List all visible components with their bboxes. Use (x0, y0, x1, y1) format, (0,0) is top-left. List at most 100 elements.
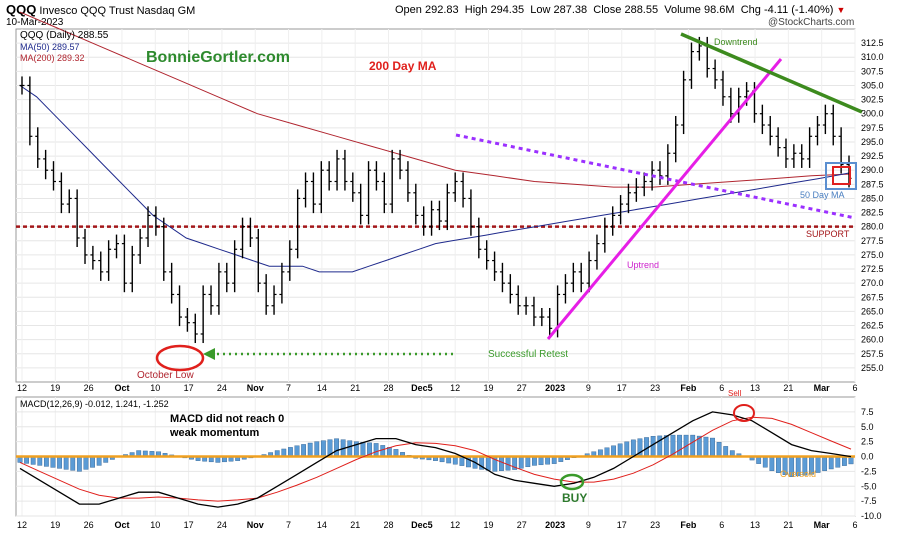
macd-histogram-bar (301, 444, 306, 457)
macd-histogram-bar (96, 456, 102, 466)
macd-x-tick-label: Dec5 (411, 520, 433, 530)
macd-histogram-bar (762, 456, 768, 468)
price-y-tick-label: 312.5 (861, 38, 884, 48)
macd-x-tick-label: 28 (384, 520, 394, 530)
macd-histogram-bar (63, 456, 69, 470)
macd-y-tick-label: 5.0 (861, 422, 874, 432)
chart-date: 10-Mar-2023 (6, 17, 64, 28)
macd-x-tick-label: 7 (286, 520, 291, 530)
ohlc-readout: Open 292.83 High 294.35 Low 287.38 Close… (395, 4, 845, 16)
buy-circle (559, 473, 585, 491)
macd-histogram-bar (314, 441, 320, 457)
change-label: Chg (740, 4, 761, 16)
price-x-tick-label: Nov (247, 383, 264, 393)
macd-x-tick-label: 21 (783, 520, 793, 530)
chart-header-title: QQQ Invesco QQQ Trust Nasdaq GM (6, 2, 195, 17)
price-y-tick-label: 282.5 (861, 208, 884, 218)
october-low-circle (155, 344, 205, 372)
ma200-line (19, 11, 852, 188)
macd-y-tick-label: 7.5 (861, 407, 874, 417)
macd-x-tick-label: 19 (50, 520, 60, 530)
macd-y-tick-label: 2.5 (861, 437, 874, 447)
price-x-tick-label: 6 (852, 383, 857, 393)
price-x-tick-label: Oct (114, 383, 129, 393)
price-y-tick-label: 300.0 (861, 109, 884, 119)
macd-histogram-bar (459, 456, 465, 466)
support-label: SUPPORT (806, 229, 850, 239)
macd-histogram-bar (386, 447, 392, 457)
price-y-tick-label: 277.5 (861, 236, 884, 246)
macd-histogram-bar (518, 456, 524, 469)
highlight-box-inner (832, 166, 851, 185)
macd-histogram-bar (307, 442, 313, 457)
price-y-tick-label: 272.5 (861, 264, 884, 274)
macd-histogram-bar (83, 456, 89, 470)
macd-histogram-bar (815, 456, 821, 473)
price-y-tick-label: 262.5 (861, 321, 884, 331)
macd-histogram-bar (360, 442, 366, 457)
buy-label: BUY (562, 491, 587, 505)
macd-histogram-bar (690, 434, 696, 457)
ma200-legend: MA(200) 289.32 (20, 53, 85, 63)
macd-x-tick-label: 24 (217, 520, 227, 530)
macd-histogram-bar (532, 456, 537, 466)
macd-histogram-bar (630, 439, 636, 457)
price-x-tick-label: 23 (650, 383, 660, 393)
macd-histogram-bar (373, 443, 379, 457)
axis-labels: 312.5 310.0 307.5 305.0 302.5 300.0 297.5 295.0… (17, 38, 884, 530)
price-x-tick-label: 6 (719, 383, 724, 393)
macd-x-tick-label: 2023 (545, 520, 565, 530)
price-x-tick-label: Feb (680, 383, 697, 393)
dotted-resistance-line (455, 133, 856, 220)
macd-legend: MACD(12,26,9) -0.012, 1.241, -1.252 (20, 399, 169, 409)
price-y-tick-label: 307.5 (861, 66, 884, 76)
macd-x-tick-label: Mar (814, 520, 831, 530)
macd-histogram-bar (716, 442, 722, 457)
low-label: Low (530, 4, 551, 16)
uptrend-line (546, 58, 783, 340)
ticker-name: Invesco QQQ Trust Nasdaq GM (39, 5, 196, 17)
price-x-tick-label: 21 (350, 383, 360, 393)
price-y-tick-label: 267.5 (861, 292, 884, 302)
down-triangle-icon: ▼ (836, 5, 846, 15)
macd-histogram-bar (70, 456, 76, 471)
macd-x-tick-label: 13 (750, 520, 760, 530)
site-label: BonnieGortler.com (146, 49, 290, 66)
low-value: 287.38 (553, 4, 588, 16)
price-y-tick-label: 275.0 (861, 250, 884, 260)
macd-x-tick-label: 17 (184, 520, 194, 530)
highlight-box-outer (825, 162, 857, 190)
sell-label: Sell (728, 389, 742, 398)
price-x-tick-label: 10 (150, 383, 160, 393)
price-x-tick-label: 7 (286, 383, 291, 393)
price-y-tick-label: 270.0 (861, 278, 884, 288)
price-grid (16, 29, 856, 382)
macd-histogram-bar (347, 440, 353, 457)
downtrend-line (680, 32, 863, 114)
retest-label: Successful Retest (488, 349, 568, 360)
price-y-tick-label: 302.5 (861, 95, 884, 105)
price-y-tick-label: 305.0 (861, 80, 884, 90)
macd-histogram-bar (76, 456, 82, 472)
macd-histogram-bar (842, 456, 847, 466)
price-x-tick-label: 12 (450, 383, 460, 393)
macd-histogram-bar (710, 437, 715, 457)
macd-x-tick-label: 27 (517, 520, 527, 530)
price-x-tick-label: Mar (814, 383, 831, 393)
price-x-tick-label: 2023 (545, 383, 565, 393)
price-x-tick-label: 12 (17, 383, 27, 393)
ma200-label: 200 Day MA (369, 59, 437, 73)
macd-histogram-bar (505, 456, 511, 471)
macd-histogram-bar (677, 434, 682, 457)
macd-y-tick-label: -10.0 (861, 511, 882, 521)
macd-x-tick-label: 26 (84, 520, 94, 530)
macd-histogram-bar (320, 440, 326, 457)
macd-histogram-bar (835, 456, 841, 468)
macd-histogram-bar (485, 456, 491, 471)
price-y-tick-label: 292.5 (861, 151, 884, 161)
price-x-tick-label: 14 (317, 383, 327, 393)
price-y-tick-label: 257.5 (861, 349, 884, 359)
macd-x-tick-label: Oct (114, 520, 129, 530)
price-y-tick-label: 265.0 (861, 306, 884, 316)
price-y-tick-label: 287.5 (861, 179, 884, 189)
